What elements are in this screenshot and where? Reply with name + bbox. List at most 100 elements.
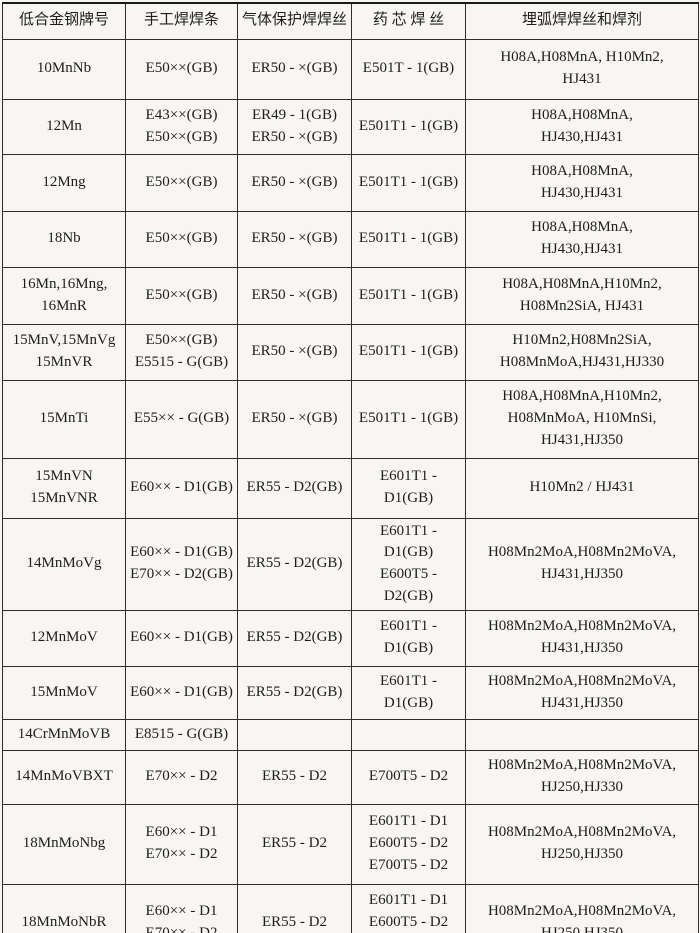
col-header-steel-grade: 低合金钢牌号 bbox=[2, 2, 126, 40]
cell-saw-wire-flux: H08A,H08MnA, HJ430,HJ431 bbox=[465, 153, 699, 212]
cell-flux-cored-wire: E601T1 - D1(GB) bbox=[351, 457, 466, 519]
cell-manual-electrode: E8515 - G(GB) bbox=[125, 718, 238, 751]
table-row: 12Mng E50××(GB) ER50 - ×(GB) E501T1 - 1(… bbox=[2, 153, 699, 212]
cell-gas-shielded-wire: ER50 - ×(GB) bbox=[237, 210, 352, 268]
cell-steel-grade: 12Mng bbox=[2, 153, 126, 212]
cell-flux-cored-wire: E601T1 - D1(GB) E600T5 - D2(GB) bbox=[351, 517, 466, 611]
cell-flux-cored-wire: E700T5 - D2 bbox=[351, 749, 466, 805]
table-row: 18Nb E50××(GB) ER50 - ×(GB) E501T1 - 1(G… bbox=[2, 210, 699, 268]
cell-flux-cored-wire: E501T - 1(GB) bbox=[351, 38, 466, 100]
table-row: 15MnV,15MnVg 15MnVR E50××(GB) E5515 - G(… bbox=[2, 323, 699, 381]
cell-saw-wire-flux bbox=[465, 718, 699, 751]
cell-gas-shielded-wire: ER50 - ×(GB) bbox=[237, 153, 352, 212]
cell-steel-grade: 14CrMnMoVB bbox=[2, 718, 126, 751]
cell-steel-grade: 15MnVN 15MnVNR bbox=[2, 457, 126, 519]
cell-steel-grade: 15MnTi bbox=[2, 379, 126, 459]
cell-flux-cored-wire: E501T1 - 1(GB) bbox=[351, 153, 466, 212]
cell-steel-grade: 12Mn bbox=[2, 98, 126, 155]
table-row: 15MnVN 15MnVNR E60×× - D1(GB) ER55 - D2(… bbox=[2, 457, 699, 519]
cell-flux-cored-wire: E501T1 - 1(GB) bbox=[351, 323, 466, 381]
cell-saw-wire-flux: H08A,H08MnA, HJ430,HJ431 bbox=[465, 98, 699, 155]
cell-gas-shielded-wire: ER50 - ×(GB) bbox=[237, 379, 352, 459]
cell-steel-grade: 10MnNb bbox=[2, 38, 126, 100]
cell-saw-wire-flux: H10Mn2,H08Mn2SiA, H08MnMoA,HJ431,HJ330 bbox=[465, 323, 699, 381]
cell-flux-cored-wire bbox=[351, 718, 466, 751]
cell-gas-shielded-wire: ER55 - D2 bbox=[237, 803, 352, 885]
col-header-gas-shielded-wire: 气体保护焊焊丝 bbox=[237, 2, 352, 40]
cell-manual-electrode: E50××(GB) bbox=[125, 38, 238, 100]
cell-flux-cored-wire: E501T1 - 1(GB) bbox=[351, 210, 466, 268]
table-row: 15MnTi E55×× - G(GB) ER50 - ×(GB) E501T1… bbox=[2, 379, 699, 459]
cell-manual-electrode: E50××(GB) bbox=[125, 153, 238, 212]
cell-steel-grade: 12MnMoV bbox=[2, 609, 126, 667]
cell-saw-wire-flux: H08Mn2MoA,H08Mn2MoVA, HJ250,HJ330 bbox=[465, 749, 699, 805]
cell-gas-shielded-wire: ER55 - D2 bbox=[237, 883, 352, 933]
cell-steel-grade: 14MnMoVBXT bbox=[2, 749, 126, 805]
cell-manual-electrode: E60×× - D1(GB) bbox=[125, 457, 238, 519]
cell-saw-wire-flux: H10Mn2 / HJ431 bbox=[465, 457, 699, 519]
table-row: 14MnMoVg E60×× - D1(GB) E70×× - D2(GB) E… bbox=[2, 517, 699, 611]
cell-gas-shielded-wire: ER50 - ×(GB) bbox=[237, 266, 352, 325]
cell-saw-wire-flux: H08Mn2MoA,H08Mn2MoVA, HJ431,HJ350 bbox=[465, 517, 699, 611]
cell-manual-electrode: E55×× - G(GB) bbox=[125, 379, 238, 459]
cell-gas-shielded-wire: ER55 - D2(GB) bbox=[237, 517, 352, 611]
table-row: 15MnMoV E60×× - D1(GB) ER55 - D2(GB) E60… bbox=[2, 665, 699, 720]
header-row: 低合金钢牌号 手工焊焊条 气体保护焊焊丝 药 芯 焊 丝 埋弧焊焊丝和焊剂 bbox=[2, 2, 699, 40]
cell-manual-electrode: E50××(GB) bbox=[125, 210, 238, 268]
cell-gas-shielded-wire: ER49 - 1(GB) ER50 - ×(GB) bbox=[237, 98, 352, 155]
cell-saw-wire-flux: H08Mn2MoA,H08Mn2MoVA, HJ250,HJ350 bbox=[465, 883, 699, 933]
table-header: 低合金钢牌号 手工焊焊条 气体保护焊焊丝 药 芯 焊 丝 埋弧焊焊丝和焊剂 bbox=[2, 2, 699, 40]
table-row: 18MnMoNbR E60×× - D1 E70×× - D2 ER55 - D… bbox=[2, 883, 699, 933]
cell-manual-electrode: E70×× - D2 bbox=[125, 749, 238, 805]
col-header-flux-cored-wire: 药 芯 焊 丝 bbox=[351, 2, 466, 40]
cell-saw-wire-flux: H08A,H08MnA, HJ430,HJ431 bbox=[465, 210, 699, 268]
cell-saw-wire-flux: H08Mn2MoA,H08Mn2MoVA, HJ250,HJ350 bbox=[465, 803, 699, 885]
cell-manual-electrode: E50××(GB) E5515 - G(GB) bbox=[125, 323, 238, 381]
cell-gas-shielded-wire bbox=[237, 718, 352, 751]
cell-manual-electrode: E60×× - D1 E70×× - D2 bbox=[125, 883, 238, 933]
cell-manual-electrode: E43××(GB) E50××(GB) bbox=[125, 98, 238, 155]
cell-flux-cored-wire: E501T1 - 1(GB) bbox=[351, 266, 466, 325]
cell-gas-shielded-wire: ER55 - D2(GB) bbox=[237, 609, 352, 667]
cell-flux-cored-wire: E501T1 - 1(GB) bbox=[351, 98, 466, 155]
table-row: 18MnMoNbg E60×× - D1 E70×× - D2 ER55 - D… bbox=[2, 803, 699, 885]
cell-gas-shielded-wire: ER50 - ×(GB) bbox=[237, 38, 352, 100]
col-header-saw-wire-flux: 埋弧焊焊丝和焊剂 bbox=[465, 2, 699, 40]
cell-flux-cored-wire: E601T1 - D1(GB) bbox=[351, 609, 466, 667]
cell-manual-electrode: E60×× - D1(GB) E70×× - D2(GB) bbox=[125, 517, 238, 611]
cell-steel-grade: 15MnV,15MnVg 15MnVR bbox=[2, 323, 126, 381]
cell-flux-cored-wire: E601T1 - D1(GB) bbox=[351, 665, 466, 720]
cell-steel-grade: 18MnMoNbR bbox=[2, 883, 126, 933]
col-header-manual-electrode: 手工焊焊条 bbox=[125, 2, 238, 40]
cell-saw-wire-flux: H08A,H08MnA,H10Mn2, H08MnMoA, H10MnSi, H… bbox=[465, 379, 699, 459]
cell-gas-shielded-wire: ER55 - D2(GB) bbox=[237, 457, 352, 519]
cell-flux-cored-wire: E501T1 - 1(GB) bbox=[351, 379, 466, 459]
cell-manual-electrode: E60×× - D1(GB) bbox=[125, 665, 238, 720]
table-row: 14CrMnMoVB E8515 - G(GB) bbox=[2, 718, 699, 751]
cell-steel-grade: 18Nb bbox=[2, 210, 126, 268]
table-row: 12Mn E43××(GB) E50××(GB) ER49 - 1(GB) ER… bbox=[2, 98, 699, 155]
cell-flux-cored-wire: E601T1 - D1 E600T5 - D2 E700T5 - D2 bbox=[351, 883, 466, 933]
cell-gas-shielded-wire: ER55 - D2 bbox=[237, 749, 352, 805]
cell-steel-grade: 15MnMoV bbox=[2, 665, 126, 720]
cell-saw-wire-flux: H08A,H08MnA,H10Mn2, H08Mn2SiA, HJ431 bbox=[465, 266, 699, 325]
cell-manual-electrode: E60×× - D1(GB) bbox=[125, 609, 238, 667]
cell-steel-grade: 14MnMoVg bbox=[2, 517, 126, 611]
table-row: 14MnMoVBXT E70×× - D2 ER55 - D2 E700T5 -… bbox=[2, 749, 699, 805]
cell-manual-electrode: E60×× - D1 E70×× - D2 bbox=[125, 803, 238, 885]
cell-flux-cored-wire: E601T1 - D1 E600T5 - D2 E700T5 - D2 bbox=[351, 803, 466, 885]
table-body: 10MnNb E50××(GB) ER50 - ×(GB) E501T - 1(… bbox=[2, 38, 699, 933]
table-row: 12MnMoV E60×× - D1(GB) ER55 - D2(GB) E60… bbox=[2, 609, 699, 667]
cell-steel-grade: 16Mn,16Mng, 16MnR bbox=[2, 266, 126, 325]
cell-saw-wire-flux: H08A,H08MnA, H10Mn2, HJ431 bbox=[465, 38, 699, 100]
cell-steel-grade: 18MnMoNbg bbox=[2, 803, 126, 885]
cell-gas-shielded-wire: ER50 - ×(GB) bbox=[237, 323, 352, 381]
table-row: 16Mn,16Mng, 16MnR E50××(GB) ER50 - ×(GB)… bbox=[2, 266, 699, 325]
cell-saw-wire-flux: H08Mn2MoA,H08Mn2MoVA, HJ431,HJ350 bbox=[465, 665, 699, 720]
cell-manual-electrode: E50××(GB) bbox=[125, 266, 238, 325]
table-row: 10MnNb E50××(GB) ER50 - ×(GB) E501T - 1(… bbox=[2, 38, 699, 100]
cell-saw-wire-flux: H08Mn2MoA,H08Mn2MoVA, HJ431,HJ350 bbox=[465, 609, 699, 667]
cell-gas-shielded-wire: ER55 - D2(GB) bbox=[237, 665, 352, 720]
